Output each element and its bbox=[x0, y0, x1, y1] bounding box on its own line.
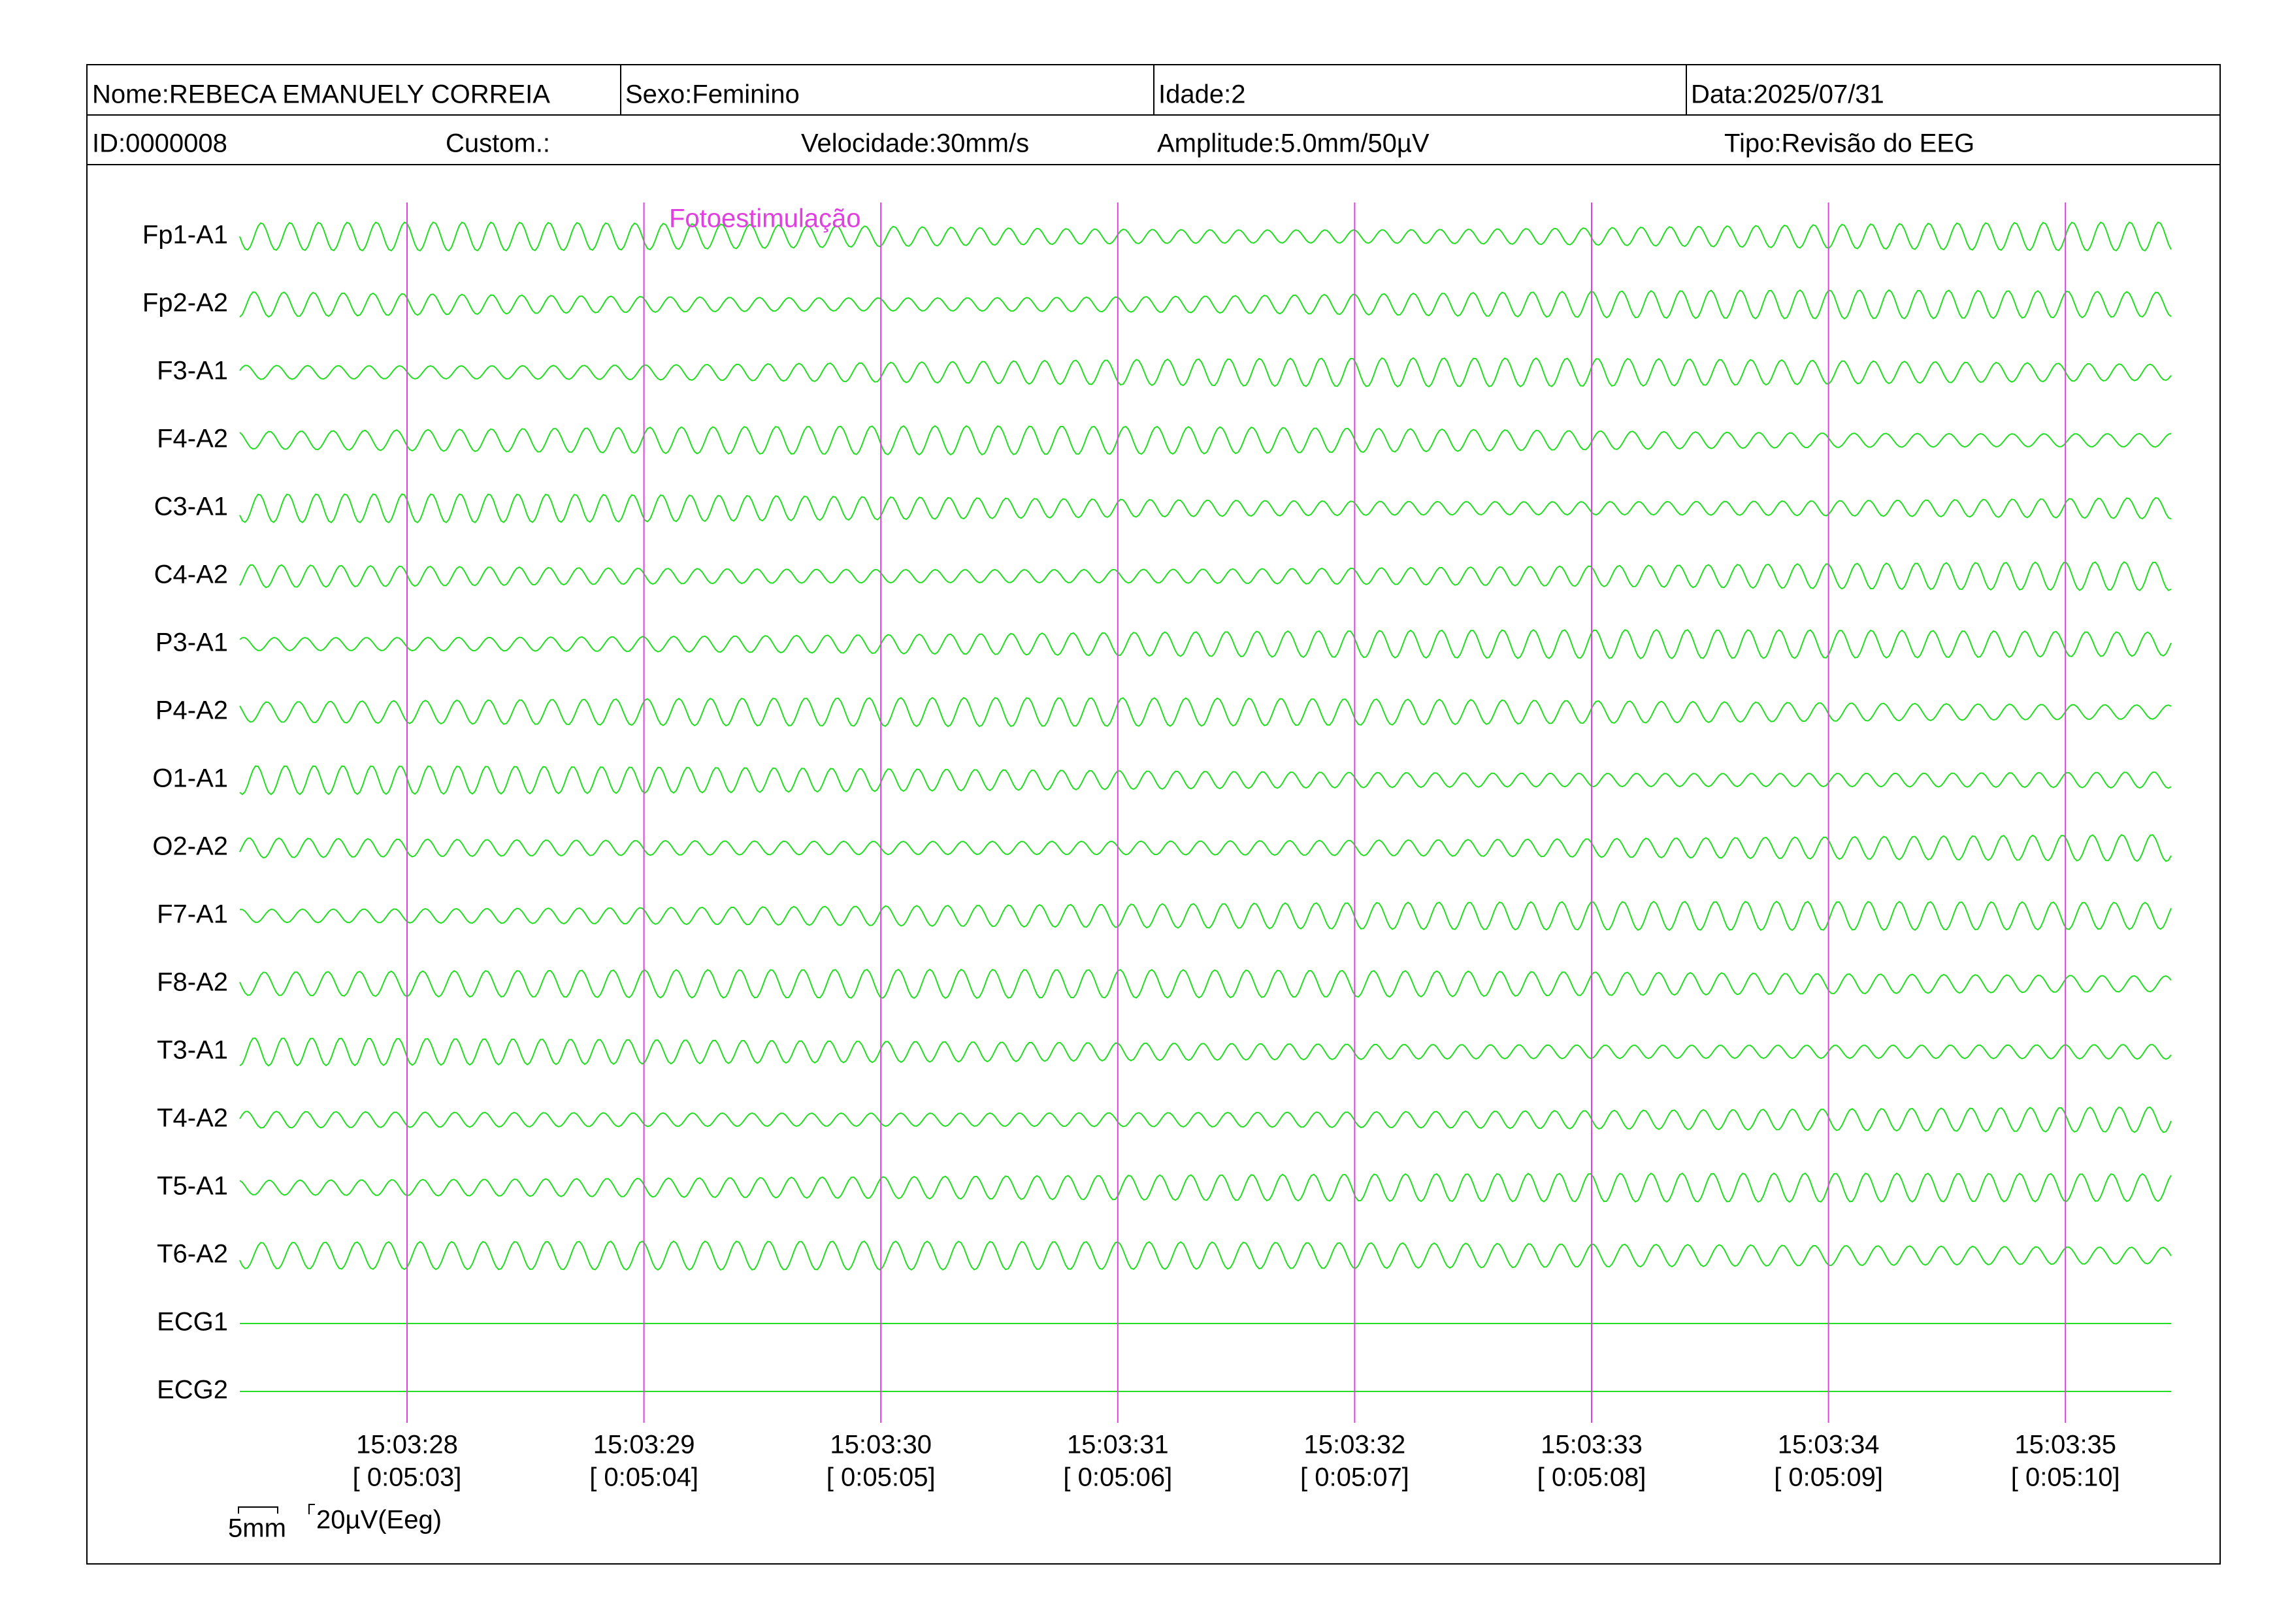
eeg-trace bbox=[239, 1106, 2172, 1133]
eeg-trace bbox=[239, 628, 2172, 660]
channel-label: P4-A2 bbox=[156, 696, 228, 725]
marker-time: 15:03:31 bbox=[1067, 1431, 1169, 1459]
annotation: Fotoestimulação bbox=[669, 204, 860, 233]
channel-label: T6-A2 bbox=[157, 1240, 228, 1269]
scale-bracket bbox=[308, 1504, 315, 1514]
channel-label: T5-A1 bbox=[157, 1172, 228, 1201]
marker-time: 15:03:28 bbox=[356, 1431, 458, 1459]
review-type: Tipo:Revisão do EEG bbox=[1724, 129, 1974, 158]
marker-time: 15:03:34 bbox=[1778, 1431, 1880, 1459]
custom-field: Custom.: bbox=[446, 129, 550, 158]
marker-time: 15:03:32 bbox=[1304, 1431, 1406, 1459]
eeg-trace bbox=[239, 221, 2172, 252]
time-markers bbox=[406, 203, 2067, 1423]
eeg-trace bbox=[239, 357, 2172, 388]
eeg-trace bbox=[239, 561, 2172, 592]
marker-elapsed: [ 0:05:05] bbox=[827, 1463, 936, 1492]
scale-bar bbox=[238, 1506, 278, 1514]
channel-label: C3-A1 bbox=[154, 493, 228, 521]
patient-sex: Sexo:Feminino bbox=[625, 80, 800, 109]
channel-label: ECG2 bbox=[157, 1376, 228, 1405]
patient-id: ID:0000008 bbox=[92, 129, 227, 158]
channel-label: P3-A1 bbox=[156, 628, 228, 657]
marker-time: 15:03:35 bbox=[2014, 1431, 2116, 1459]
patient-name: Nome:REBECA EMANUELY CORREIA bbox=[92, 80, 550, 109]
amplitude: Amplitude:5.0mm/50µV bbox=[1157, 129, 1430, 158]
marker-time: 15:03:30 bbox=[830, 1431, 932, 1459]
eeg-trace bbox=[239, 289, 2172, 320]
marker-time: 15:03:29 bbox=[593, 1431, 695, 1459]
eeg-trace bbox=[239, 968, 2172, 999]
eeg-trace bbox=[239, 1037, 2172, 1067]
channel-label: ECG1 bbox=[157, 1308, 228, 1337]
record-date: Data:2025/07/31 bbox=[1691, 80, 1884, 109]
scale-amplitude: 20µV(Eeg) bbox=[316, 1506, 442, 1535]
channel-label: T3-A1 bbox=[157, 1036, 228, 1065]
eeg-trace bbox=[239, 425, 2172, 456]
marker-elapsed: [ 0:05:06] bbox=[1063, 1463, 1172, 1492]
speed: Velocidade:30mm/s bbox=[801, 129, 1029, 158]
channel-label: O1-A1 bbox=[152, 764, 228, 793]
channel-label: F3-A1 bbox=[157, 357, 228, 385]
eeg-trace bbox=[239, 493, 2172, 524]
channel-label: T4-A2 bbox=[157, 1104, 228, 1133]
channel-label: C4-A2 bbox=[154, 560, 228, 589]
scale-width: 5mm bbox=[228, 1514, 286, 1543]
channel-label: F4-A2 bbox=[157, 425, 228, 453]
eeg-trace bbox=[239, 1240, 2172, 1271]
marker-elapsed: [ 0:05:07] bbox=[1300, 1463, 1409, 1492]
marker-elapsed: [ 0:05:08] bbox=[1537, 1463, 1646, 1492]
channel-label: F8-A2 bbox=[157, 968, 228, 997]
eeg-trace bbox=[239, 900, 2172, 932]
channel-label: O2-A2 bbox=[152, 832, 228, 861]
marker-elapsed: [ 0:05:10] bbox=[2011, 1463, 2120, 1492]
channel-label: Fp1-A1 bbox=[142, 221, 228, 250]
marker-elapsed: [ 0:05:03] bbox=[353, 1463, 462, 1492]
traces bbox=[239, 221, 2172, 1392]
eeg-trace bbox=[239, 1172, 2172, 1203]
channel-label: Fp2-A2 bbox=[142, 289, 228, 317]
marker-elapsed: [ 0:05:04] bbox=[589, 1463, 698, 1492]
channel-label: F7-A1 bbox=[157, 900, 228, 929]
marker-elapsed: [ 0:05:09] bbox=[1774, 1463, 1883, 1492]
eeg-trace bbox=[239, 696, 2172, 728]
eeg-trace bbox=[239, 765, 2172, 796]
eeg-trace bbox=[239, 834, 2172, 862]
marker-time: 15:03:33 bbox=[1541, 1431, 1643, 1459]
patient-age: Idade:2 bbox=[1158, 80, 1245, 109]
